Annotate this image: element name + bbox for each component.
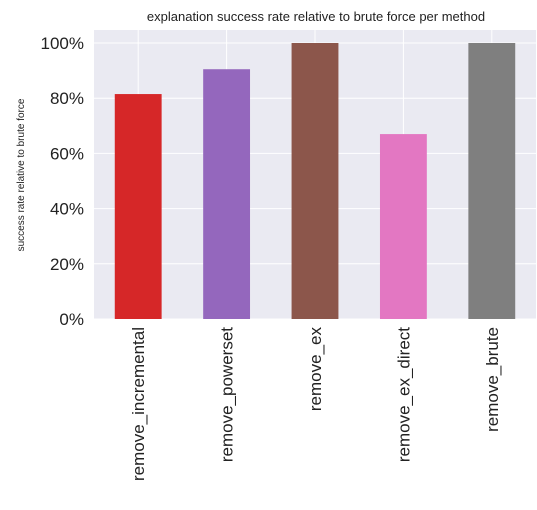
bar-remove-powerset [203,69,251,319]
chart-title: explanation success rate relative to bru… [147,9,485,24]
x-tick-label: remove_incremental [129,327,148,481]
y-axis-label: success rate relative to brute force [16,98,27,251]
bar-remove-ex-direct [379,134,427,319]
y-tick-label: 40% [50,200,84,219]
y-axis-ticks: 0% 20% 40% 60% 80% 100% [41,34,84,329]
y-tick-label: 100% [41,34,84,53]
bars [114,43,516,319]
y-tick-label: 20% [50,255,84,274]
y-tick-label: 80% [50,89,84,108]
y-tick-label: 60% [50,144,84,163]
bar-remove-ex [291,43,339,319]
bar-remove-brute [468,43,516,319]
x-tick-label: remove_ex_direct [394,327,413,462]
x-tick-label: remove_ex [306,327,325,412]
bar-remove-incremental [114,94,162,319]
x-tick-label: remove_powerset [218,327,237,462]
x-tick-label: remove_brute [483,327,502,432]
y-tick-label: 0% [59,310,84,329]
x-axis-ticks: remove_incremental remove_powerset remove_… [129,327,502,482]
